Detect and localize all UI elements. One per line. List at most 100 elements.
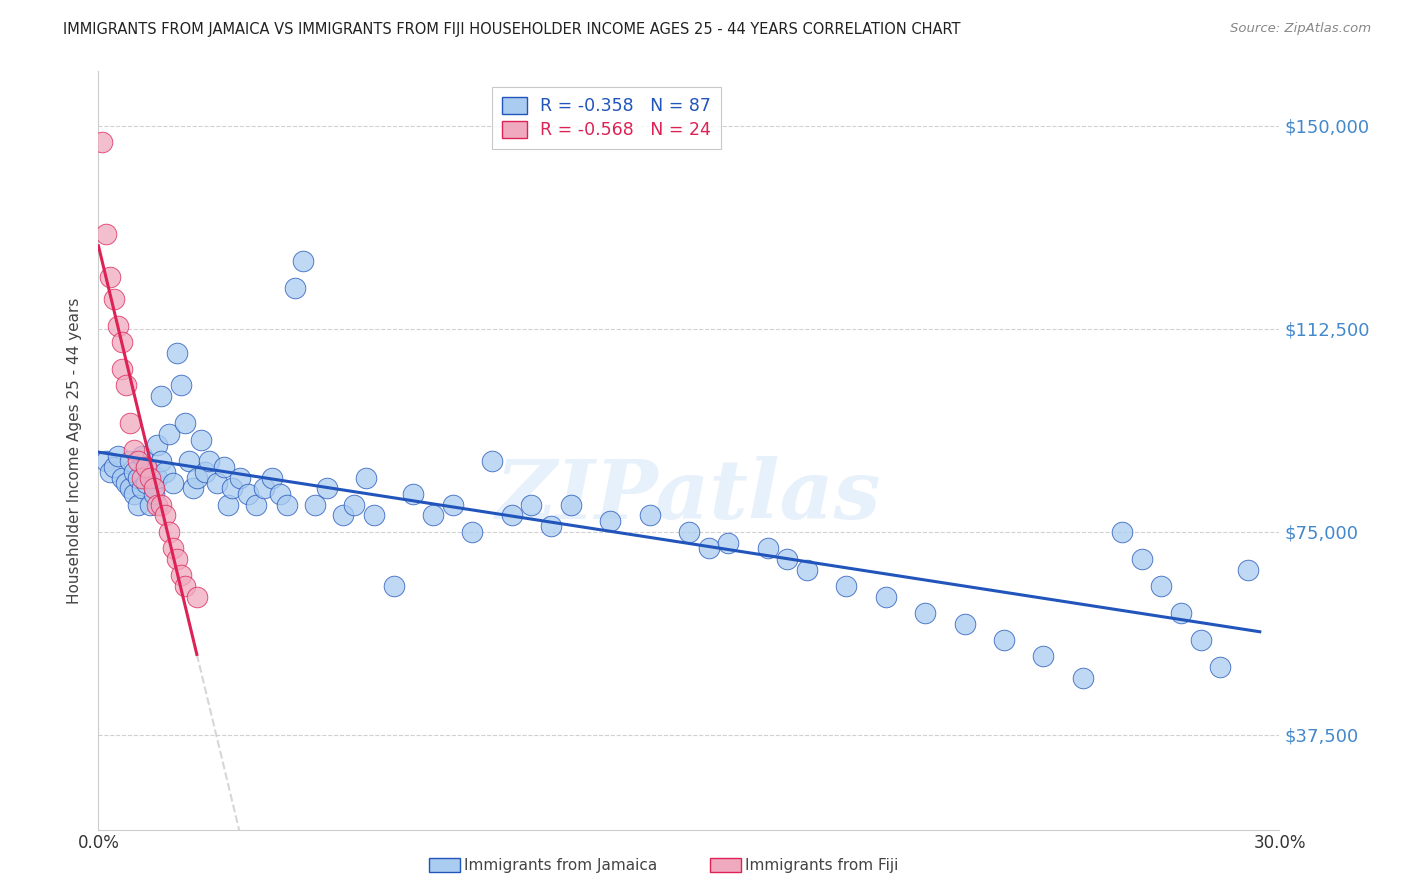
Point bbox=[402, 487, 425, 501]
Point bbox=[155, 508, 177, 523]
Point bbox=[122, 487, 145, 501]
Point bbox=[107, 318, 129, 333]
Point bbox=[177, 454, 200, 468]
Point bbox=[382, 579, 405, 593]
Point bbox=[332, 508, 354, 523]
Point bbox=[1237, 563, 1260, 577]
Point bbox=[115, 378, 138, 392]
Point bbox=[150, 498, 173, 512]
Point bbox=[138, 498, 160, 512]
Point bbox=[170, 568, 193, 582]
Point bbox=[560, 498, 582, 512]
Point bbox=[122, 465, 145, 479]
Point bbox=[103, 292, 125, 306]
Point bbox=[174, 417, 197, 431]
Point bbox=[103, 459, 125, 474]
Point bbox=[142, 487, 165, 501]
Point bbox=[1170, 606, 1192, 620]
Point bbox=[269, 487, 291, 501]
Point bbox=[181, 482, 204, 496]
Point bbox=[174, 579, 197, 593]
Point bbox=[835, 579, 858, 593]
Point bbox=[91, 135, 114, 149]
Legend: R = -0.358   N = 87, R = -0.568   N = 24: R = -0.358 N = 87, R = -0.568 N = 24 bbox=[492, 87, 721, 150]
Text: ZIPatlas: ZIPatlas bbox=[496, 456, 882, 536]
Point bbox=[245, 498, 267, 512]
Point bbox=[111, 335, 134, 350]
Point bbox=[260, 470, 283, 484]
Point bbox=[1130, 551, 1153, 566]
Point bbox=[146, 498, 169, 512]
Point bbox=[697, 541, 720, 555]
Point bbox=[993, 633, 1015, 648]
Point bbox=[717, 535, 740, 549]
Point bbox=[157, 427, 180, 442]
Point bbox=[1111, 524, 1133, 539]
Point bbox=[461, 524, 484, 539]
Point bbox=[135, 459, 157, 474]
Point bbox=[363, 508, 385, 523]
Point bbox=[194, 465, 217, 479]
Point bbox=[441, 498, 464, 512]
Point bbox=[150, 454, 173, 468]
Point bbox=[146, 470, 169, 484]
Point bbox=[138, 470, 160, 484]
Point bbox=[501, 508, 523, 523]
Point bbox=[796, 563, 818, 577]
Point bbox=[1189, 633, 1212, 648]
Point bbox=[111, 470, 134, 484]
Point bbox=[118, 417, 141, 431]
Point bbox=[157, 524, 180, 539]
Point bbox=[170, 378, 193, 392]
Point bbox=[135, 459, 157, 474]
Point bbox=[953, 616, 976, 631]
Point bbox=[217, 498, 239, 512]
Point bbox=[304, 498, 326, 512]
Point bbox=[131, 482, 153, 496]
Point bbox=[96, 454, 118, 468]
Point bbox=[122, 443, 145, 458]
Text: Source: ZipAtlas.com: Source: ZipAtlas.com bbox=[1230, 22, 1371, 36]
Point bbox=[276, 498, 298, 512]
Point bbox=[118, 482, 141, 496]
Point bbox=[875, 590, 897, 604]
Text: Immigrants from Jamaica: Immigrants from Jamaica bbox=[464, 858, 657, 872]
Point bbox=[166, 551, 188, 566]
Point bbox=[127, 454, 149, 468]
Point bbox=[214, 459, 236, 474]
Point bbox=[142, 475, 165, 490]
Point bbox=[221, 482, 243, 496]
Point bbox=[138, 465, 160, 479]
Point bbox=[107, 449, 129, 463]
Point bbox=[756, 541, 779, 555]
Point bbox=[205, 475, 228, 490]
Point bbox=[284, 281, 307, 295]
Text: IMMIGRANTS FROM JAMAICA VS IMMIGRANTS FROM FIJI HOUSEHOLDER INCOME AGES 25 - 44 : IMMIGRANTS FROM JAMAICA VS IMMIGRANTS FR… bbox=[63, 22, 960, 37]
Point bbox=[678, 524, 700, 539]
Point bbox=[96, 227, 118, 241]
Point bbox=[127, 498, 149, 512]
Point bbox=[166, 346, 188, 360]
Point bbox=[190, 433, 212, 447]
Point bbox=[422, 508, 444, 523]
Point bbox=[162, 541, 184, 555]
Point bbox=[186, 470, 208, 484]
Point bbox=[292, 253, 315, 268]
Point bbox=[776, 551, 799, 566]
Point bbox=[481, 454, 503, 468]
Point bbox=[98, 465, 121, 479]
Point bbox=[1071, 671, 1094, 685]
Point bbox=[118, 454, 141, 468]
Point bbox=[155, 465, 177, 479]
Point bbox=[236, 487, 259, 501]
Point bbox=[1209, 660, 1232, 674]
Point bbox=[115, 475, 138, 490]
Text: Immigrants from Fiji: Immigrants from Fiji bbox=[745, 858, 898, 872]
Point bbox=[131, 449, 153, 463]
Point bbox=[354, 470, 377, 484]
Point bbox=[98, 270, 121, 285]
Point bbox=[914, 606, 936, 620]
Point bbox=[540, 519, 562, 533]
Point bbox=[186, 590, 208, 604]
Point bbox=[638, 508, 661, 523]
